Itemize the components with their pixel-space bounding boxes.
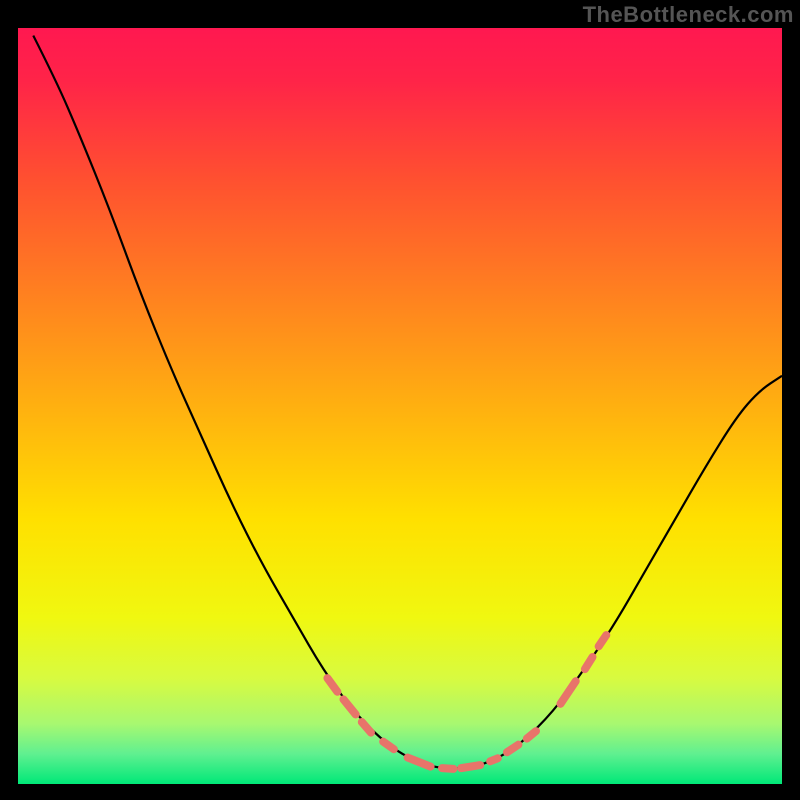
gradient-background bbox=[18, 28, 782, 784]
highlight-dash bbox=[461, 765, 480, 768]
chart-container: TheBottleneck.com bbox=[0, 0, 800, 800]
highlight-dash bbox=[490, 758, 498, 761]
highlight-dash bbox=[442, 768, 453, 769]
bottleneck-chart bbox=[18, 28, 782, 784]
watermark-text: TheBottleneck.com bbox=[583, 2, 794, 28]
